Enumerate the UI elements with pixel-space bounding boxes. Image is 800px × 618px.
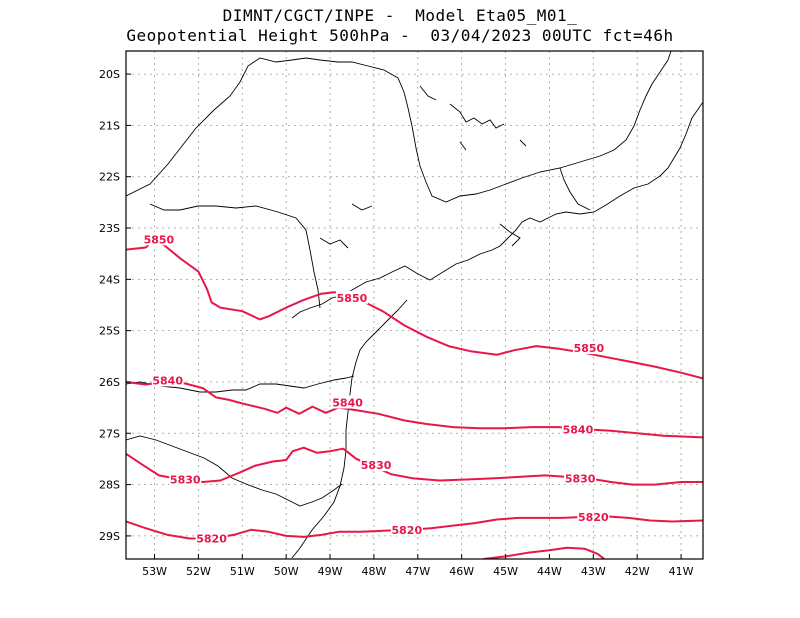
contour-label-bg — [564, 471, 597, 485]
geography — [126, 51, 703, 559]
coastline-north — [291, 101, 703, 319]
lat-label: 21S — [99, 119, 120, 132]
state-border-rj — [559, 167, 591, 211]
axis-labels: 20S 21S 22S 23S 24S 25S 26S 27S 28S 29S 53W 52W 51W 5… — [99, 68, 694, 578]
lat-label: 20S — [99, 68, 120, 81]
contour-label: 5850 — [144, 233, 175, 246]
contour-label: 5820 — [578, 511, 609, 524]
contour-label: 5840 — [152, 374, 183, 387]
state-border-sc — [126, 375, 355, 393]
lon-label: 42W — [625, 565, 650, 578]
lon-label: 44W — [537, 565, 562, 578]
contour-label-bg — [195, 531, 228, 545]
contour-line-5830 — [126, 446, 703, 486]
contour-label: 5820 — [392, 524, 423, 537]
contour-line-5810 — [483, 546, 605, 559]
lat-label: 29S — [99, 530, 120, 543]
map-title-line1: DIMNT/CGCT/INPE - Model Eta05_M01_ — [222, 6, 578, 25]
lon-label: 49W — [318, 565, 343, 578]
contour-labels: 5850 5850 5850 5840 5840 5840 5830 5830 5830 5820… — [142, 232, 610, 545]
contour-line-5840 — [126, 381, 703, 439]
lat-label: 25S — [99, 325, 120, 338]
contour-label-bg — [360, 458, 393, 472]
contour-label: 5840 — [332, 396, 363, 409]
contour-label: 5830 — [170, 473, 201, 486]
lat-label: 26S — [99, 376, 120, 389]
lon-label: 51W — [230, 565, 255, 578]
contour-line-5850 — [126, 238, 703, 380]
plot-frame — [125, 50, 704, 560]
coastline-bays — [319, 85, 527, 249]
contour-label: 5830 — [361, 459, 392, 472]
contour-label: 5850 — [574, 342, 605, 355]
lon-label: 41W — [669, 565, 694, 578]
state-border-mg — [126, 51, 672, 203]
state-border-pr-sp — [149, 203, 321, 309]
lon-label: 52W — [186, 565, 211, 578]
lon-label: 53W — [142, 565, 167, 578]
lon-label: 43W — [581, 565, 606, 578]
contour-label: 5820 — [196, 532, 227, 545]
state-border-rs — [126, 435, 343, 507]
contour-label-bg — [572, 341, 605, 355]
lat-label: 27S — [99, 427, 120, 440]
contour-label-bg — [577, 509, 610, 523]
lon-label: 50W — [274, 565, 299, 578]
contour-label: 5840 — [563, 424, 594, 437]
lon-label: 46W — [449, 565, 474, 578]
coastline-south — [291, 299, 408, 559]
map-title-line2: Geopotential Height 500hPa - 03/04/2023 … — [126, 26, 674, 45]
contour-label-bg — [331, 395, 364, 409]
contour-label-bg — [561, 422, 594, 436]
contour-label-bg — [335, 290, 368, 304]
lon-label: 45W — [493, 565, 518, 578]
contour-label-bg — [390, 522, 423, 536]
contour-label-bg — [142, 232, 175, 246]
lat-label: 23S — [99, 222, 120, 235]
contour-label: 5830 — [565, 472, 596, 485]
lat-label: 22S — [99, 171, 120, 184]
contour-label: 5850 — [337, 292, 368, 305]
lat-label: 24S — [99, 273, 120, 286]
lat-label: 28S — [99, 479, 120, 492]
lon-label: 48W — [361, 565, 386, 578]
height-contours — [126, 238, 703, 559]
lon-label: 47W — [405, 565, 430, 578]
contour-label-bg — [151, 373, 184, 387]
contour-label-bg — [169, 472, 202, 486]
graticule — [126, 51, 703, 559]
